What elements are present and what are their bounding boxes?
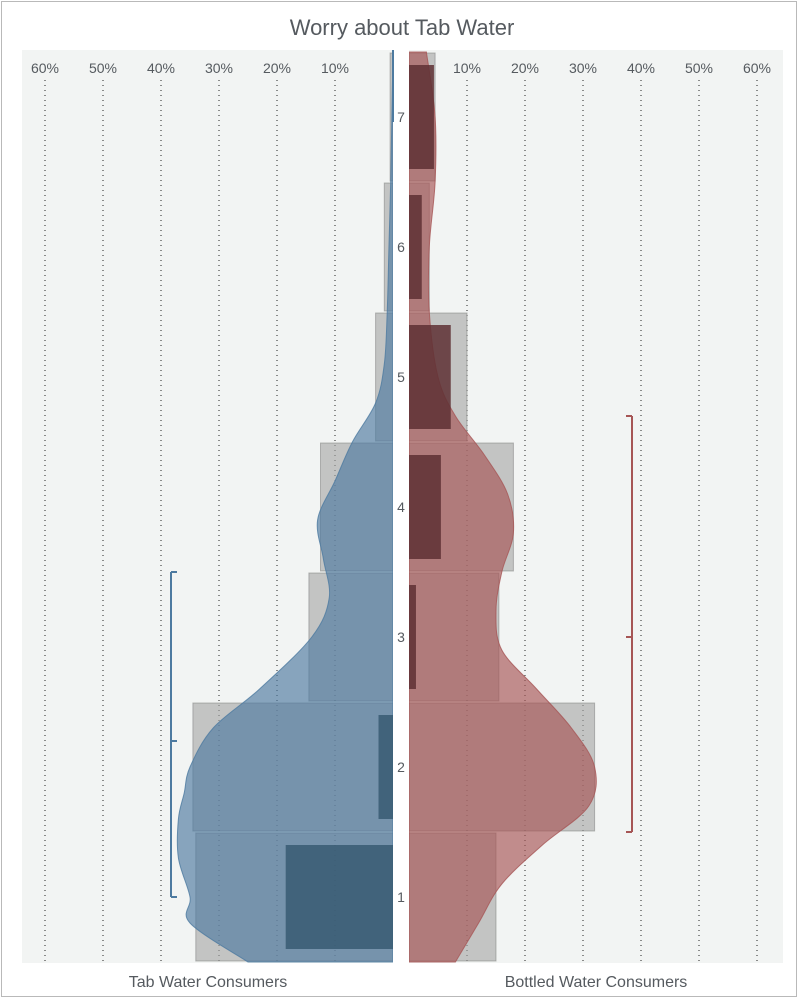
left-density-area [176, 51, 394, 963]
right-inner-bar-5 [409, 325, 451, 429]
right-density-area [408, 51, 597, 963]
right-inner-bar-3 [409, 585, 416, 689]
category-label-1: 1 [397, 889, 405, 905]
tick-label-right-20: 20% [511, 60, 539, 76]
category-labels: 1 2 3 4 5 6 7 [397, 109, 405, 905]
left-series-label: Tab Water Consumers [129, 974, 288, 991]
category-label-5: 5 [397, 369, 405, 385]
tick-label-right-30: 30% [569, 60, 597, 76]
tick-label-left-20: 20% [263, 60, 291, 76]
tick-labels: 60% 50% 40% 30% 20% 10% 10% 20% 30% 40% 50% 60% [31, 60, 771, 76]
right-series-label: Bottled Water Consumers [505, 974, 688, 991]
left-inner-bars [285, 715, 393, 949]
left-inner-bar-2 [378, 715, 393, 819]
category-label-3: 3 [397, 629, 405, 645]
category-label-4: 4 [397, 499, 405, 515]
chart-title: Worry about Tab Water [290, 15, 515, 40]
category-label-6: 6 [397, 239, 405, 255]
tick-label-left-30: 30% [205, 60, 233, 76]
center-axis-strip [393, 50, 409, 963]
tick-label-left-50: 50% [89, 60, 117, 76]
category-label-7: 7 [397, 109, 405, 125]
tick-label-left-60: 60% [31, 60, 59, 76]
tick-label-left-10: 10% [321, 60, 349, 76]
left-range-bracket [170, 571, 177, 898]
tick-label-left-40: 40% [147, 60, 175, 76]
category-label-2: 2 [397, 759, 405, 775]
right-inner-bar-6 [409, 195, 422, 299]
tick-label-right-10: 10% [453, 60, 481, 76]
tick-label-right-50: 50% [685, 60, 713, 76]
tick-label-right-40: 40% [627, 60, 655, 76]
left-inner-bar-1 [285, 845, 393, 949]
right-inner-bar-4 [409, 455, 441, 559]
tick-label-right-60: 60% [743, 60, 771, 76]
right-inner-bars [409, 65, 451, 689]
right-inner-bar-7 [409, 65, 434, 169]
right-range-bracket [626, 415, 633, 833]
